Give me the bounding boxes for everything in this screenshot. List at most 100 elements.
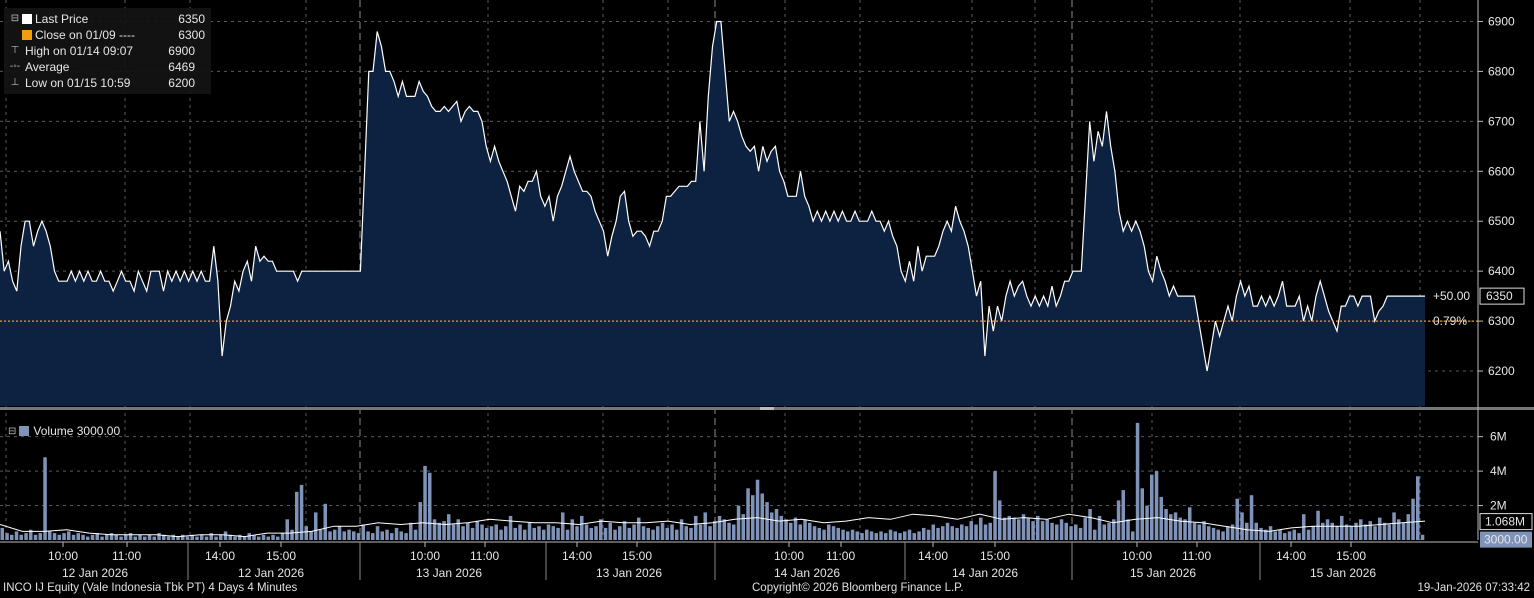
volume-bar [1064,522,1068,540]
x-tick-label: 11:00 [112,549,141,563]
volume-bar [52,533,57,540]
volume-bar [708,526,712,540]
volume-bar [437,522,441,540]
volume-bar [261,534,266,540]
volume-bar [366,531,370,540]
volume-bar [960,524,964,540]
volume-bar [660,522,665,540]
volume-bar [632,524,636,540]
volume-bar [608,522,612,540]
collapse-icon[interactable]: ⊟ [10,13,20,24]
x-tick-label: 10:00 [410,549,440,563]
change-label: +50.00 [1433,289,1470,303]
volume-bar [1325,519,1330,540]
volume-bar [456,519,460,540]
volume-bar [219,534,223,540]
volume-bar [1074,524,1078,540]
y-tick-label: 6600 [1488,164,1515,178]
volume-bar [860,533,864,540]
last-price-swatch [22,14,32,24]
y-tick-label: 6M [1490,430,1507,444]
x-tick-label: 11:00 [826,549,855,563]
volume-bar [689,527,693,540]
volume-bar [356,533,361,540]
volume-bar [580,515,584,540]
volume-bar [5,533,9,540]
volume-bar [1050,522,1054,540]
legend-close[interactable]: Close on 01/09 ---- 6300 [8,27,205,43]
volume-bar [1140,488,1144,540]
last-price-badge-text: 6350 [1486,289,1513,303]
legend-label: Average [25,60,70,74]
legend-last-price[interactable]: ⊟ Last Price 6350 [8,11,205,27]
volume-bar [380,531,384,540]
volume-legend[interactable]: ⊟ Volume 3000.00 [8,424,120,438]
volume-bar [352,531,356,540]
volume-bar [979,517,983,540]
volume-bar [993,471,997,540]
legend-value: 6469 [168,60,195,74]
volume-bar [1221,531,1225,540]
price-area-fill [0,21,1425,406]
volume-bar [969,521,973,540]
volume-bar [238,534,242,540]
volume-bar [1292,529,1296,540]
volume-bar [936,527,940,540]
collapse-icon[interactable]: ⊟ [8,425,17,437]
volume-bar [451,524,456,540]
volume-bar [1211,527,1216,540]
volume-bar [504,526,508,540]
volume-bar [651,529,655,540]
pane-resize-handle [760,407,774,410]
volume-bar [793,517,798,540]
volume-bar [784,519,788,540]
footer-timestamp: 19-Jan-2026 07:33:42 [1417,582,1530,594]
volume-bar [603,527,608,540]
volume-bar [470,527,475,540]
volume-bar [1306,529,1311,540]
volume-bar [1373,526,1377,540]
volume-bar [413,529,418,540]
volume-bar [523,529,527,540]
x-tick-label: 10:00 [1122,549,1152,563]
volume-bar [361,524,365,540]
volume-bar [290,529,294,540]
volume-bar [1183,519,1187,540]
volume-bar [879,531,883,540]
volume-bar [214,536,218,540]
volume-bar [1249,495,1254,540]
volume-bar [1097,515,1102,540]
volume-bar [917,531,921,540]
volume-bar [565,529,570,540]
volume-bar [1254,522,1258,540]
legend-average[interactable]: -◦- Average 6469 [8,59,205,75]
volume-bar [1397,519,1401,540]
volume-bar [1031,521,1035,540]
legend-low[interactable]: ⊥ Low on 01/15 10:59 6200 [8,75,205,91]
legend-high[interactable]: ⊤ High on 01/14 09:07 6900 [8,43,205,59]
volume-bar [770,512,774,540]
change-pct-label: 0.79% [1433,314,1467,328]
volume-bar [808,522,812,540]
volume-bar [613,529,617,540]
legend-label: Low on 01/15 10:59 [25,76,131,90]
volume-bar [466,522,470,540]
legend-value: 6350 [178,12,205,26]
price-legend: ⊟ Last Price 6350 Close on 01/09 ---- 63… [4,8,211,94]
volume-bar [1040,521,1045,540]
volume-bar [71,534,76,540]
volume-bar [798,524,802,540]
volume-bar [181,534,185,540]
volume-bar [974,524,978,540]
volume-bar [128,533,133,540]
volume-bar [1259,527,1263,540]
volume-bar [1283,533,1287,540]
volume-bar [1126,519,1130,540]
volume-bar [152,536,156,540]
volume-bar [100,536,104,540]
volume-bar [147,534,152,540]
volume-bar [713,521,717,540]
volume-bar [33,534,38,540]
volume-bar [755,479,760,540]
volume-avg-badge [1479,513,1533,531]
